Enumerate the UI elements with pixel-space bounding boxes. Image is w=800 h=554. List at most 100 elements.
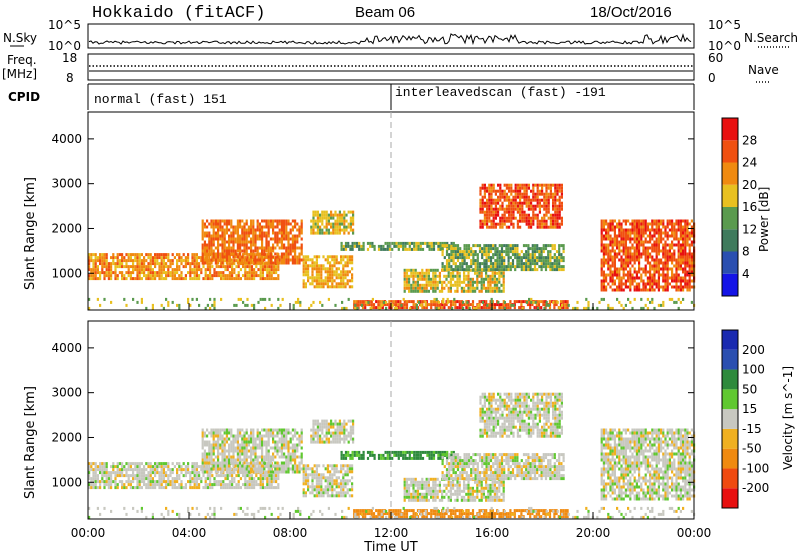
echo-cell bbox=[112, 462, 115, 466]
echo-cell bbox=[419, 244, 422, 248]
echo-cell bbox=[416, 277, 419, 281]
echo-cell bbox=[214, 246, 217, 250]
echo-cell bbox=[171, 271, 174, 275]
echo-cell bbox=[382, 300, 385, 304]
echo-cell bbox=[182, 277, 185, 281]
echo-cell bbox=[536, 192, 539, 196]
echo-cell bbox=[292, 303, 295, 307]
echo-cell bbox=[272, 265, 275, 269]
echo-cell bbox=[504, 303, 508, 307]
echo-cell bbox=[518, 253, 521, 257]
echo-cell bbox=[129, 253, 132, 257]
echo-cell bbox=[162, 306, 165, 310]
echo-cell bbox=[361, 306, 365, 310]
echo-cell bbox=[414, 283, 417, 287]
echo-cell bbox=[419, 274, 422, 278]
echo-cell bbox=[454, 247, 457, 251]
echo-cell bbox=[553, 262, 556, 266]
echo-cell bbox=[512, 189, 515, 193]
echo-cell bbox=[300, 225, 303, 229]
echo-cell bbox=[127, 259, 130, 263]
echo-cell bbox=[110, 465, 113, 469]
echo-cell bbox=[613, 225, 616, 229]
echo-cell bbox=[236, 449, 239, 453]
echo-cell bbox=[140, 468, 143, 472]
echo-cell bbox=[252, 428, 255, 432]
echo-cell bbox=[206, 440, 209, 444]
echo-cell bbox=[340, 276, 343, 280]
echo-cell bbox=[682, 255, 685, 259]
echo-cell bbox=[236, 464, 239, 468]
echo-cell bbox=[310, 219, 313, 223]
echo-cell bbox=[250, 458, 253, 462]
echo-cell bbox=[234, 434, 237, 438]
echo-cell bbox=[529, 300, 532, 304]
echo-cell bbox=[684, 273, 687, 277]
echo-cell bbox=[613, 279, 616, 283]
echo-cell bbox=[330, 210, 333, 214]
echo-cell bbox=[201, 234, 204, 238]
echo-cell bbox=[236, 231, 239, 235]
echo-cell bbox=[173, 256, 176, 260]
echo-cell bbox=[618, 234, 621, 238]
echo-cell bbox=[129, 483, 132, 487]
echo-cell bbox=[169, 271, 172, 275]
echo-cell bbox=[666, 261, 669, 265]
echo-cell bbox=[187, 259, 190, 263]
echo-cell bbox=[244, 256, 247, 260]
echo-cell bbox=[219, 467, 222, 471]
echo-cell bbox=[602, 219, 605, 223]
echo-cell bbox=[609, 240, 612, 244]
echo-cell bbox=[265, 219, 268, 223]
echo-cell bbox=[214, 261, 217, 265]
echo-cell bbox=[187, 262, 190, 266]
echo-cell bbox=[225, 449, 228, 453]
echo-cell bbox=[560, 259, 563, 263]
echo-cell bbox=[438, 303, 442, 307]
echo-cell bbox=[556, 189, 559, 193]
echo-cell bbox=[292, 306, 295, 310]
echo-cell bbox=[677, 252, 680, 256]
echo-cell bbox=[646, 297, 649, 301]
echo-cell bbox=[300, 252, 303, 256]
echo-cell bbox=[554, 186, 557, 190]
echo-cell bbox=[312, 300, 315, 304]
echo-cell bbox=[548, 306, 552, 310]
echo-cell bbox=[560, 183, 563, 187]
echo-cell bbox=[655, 222, 658, 226]
echo-cell bbox=[492, 183, 495, 187]
echo-cell bbox=[549, 268, 552, 272]
echo-cell bbox=[201, 452, 204, 456]
echo-cell bbox=[346, 273, 349, 277]
echo-cell bbox=[527, 253, 530, 257]
echo-cell bbox=[256, 434, 259, 438]
echo-cell bbox=[158, 262, 161, 266]
echo-cell bbox=[404, 247, 407, 251]
echo-cell bbox=[239, 258, 242, 262]
echo-cell bbox=[191, 486, 194, 490]
echo-cell bbox=[432, 247, 436, 251]
echo-cell bbox=[441, 289, 444, 293]
echo-cell bbox=[151, 303, 154, 307]
echo-cell bbox=[88, 253, 91, 257]
echo-cell bbox=[651, 228, 654, 232]
echo-cell bbox=[267, 455, 270, 459]
echo-cell bbox=[463, 268, 466, 272]
echo-cell bbox=[280, 231, 283, 235]
echo-cell bbox=[633, 231, 636, 235]
echo-cell bbox=[454, 306, 457, 310]
echo-cell bbox=[289, 222, 292, 226]
echo-cell bbox=[248, 253, 251, 257]
echo-cell bbox=[112, 465, 115, 469]
echo-cell bbox=[662, 243, 665, 247]
echo-cell bbox=[333, 264, 336, 268]
echo-cell bbox=[467, 289, 470, 293]
echo-cell bbox=[540, 256, 543, 260]
echo-cell bbox=[463, 256, 466, 260]
echo-cell bbox=[531, 303, 534, 307]
echo-cell bbox=[532, 219, 535, 223]
echo-cell bbox=[242, 474, 245, 478]
echo-cell bbox=[657, 264, 660, 268]
echo-cell bbox=[272, 237, 275, 241]
echo-cell bbox=[490, 204, 493, 208]
